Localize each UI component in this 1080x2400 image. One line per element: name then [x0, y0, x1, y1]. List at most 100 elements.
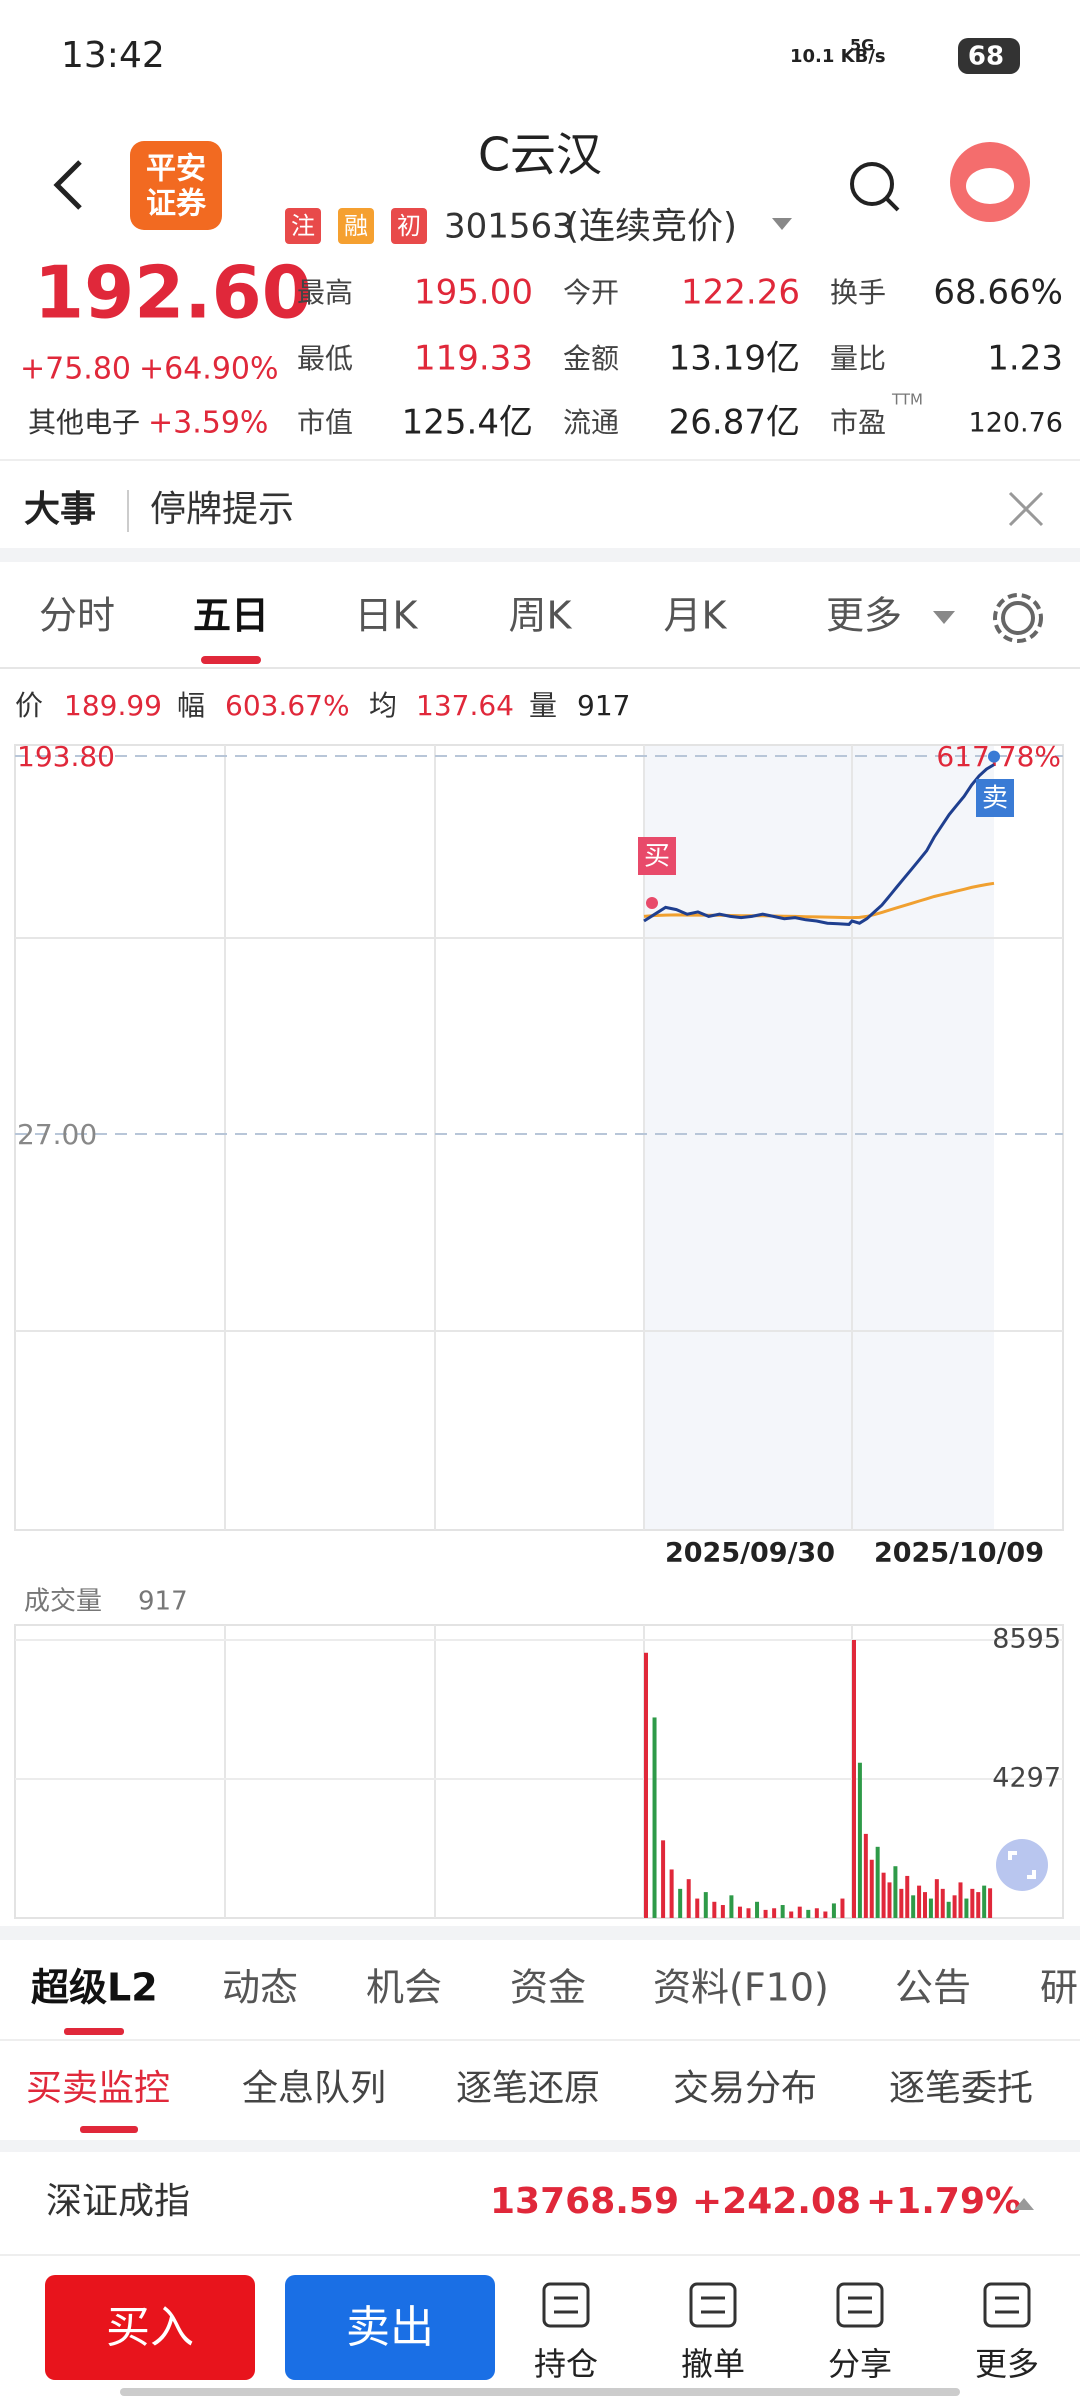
volume-tick-label: 4297 [992, 1763, 1061, 1794]
buy-badge [638, 837, 676, 875]
volume-bar [982, 1885, 987, 1918]
volume-bar [644, 1652, 648, 1918]
volume-bar [934, 1879, 939, 1918]
chart-tab[interactable]: 五日 [193, 594, 269, 638]
volume-bar [772, 1908, 777, 1918]
tool-icon[interactable] [983, 2282, 1031, 2328]
volume-label: 成交量 [24, 1587, 102, 1617]
section-underline [64, 2028, 124, 2035]
buy-button[interactable] [45, 2275, 255, 2380]
volume-bar [797, 1906, 802, 1918]
index-value: 13768.59 [490, 2181, 679, 2222]
tool-icon-lines [848, 2296, 872, 2314]
volume-bar [763, 1909, 768, 1918]
fullscreen-button[interactable] [996, 1839, 1048, 1891]
volume-bar [831, 1903, 836, 1918]
stat-value: 125.4亿 [402, 403, 533, 443]
stat-label: 金额 [563, 342, 619, 375]
gap-band [0, 1926, 1080, 1940]
chart-tab[interactable]: 更多 [826, 594, 902, 638]
logo-top: 平安 [146, 152, 206, 187]
tool-icon[interactable] [689, 2282, 737, 2328]
status-signal: 5G [850, 36, 874, 55]
gap-band [0, 2140, 1080, 2152]
info-value: 603.67% [225, 689, 350, 722]
battery-level: 68 [968, 42, 1004, 72]
sell-badge [976, 779, 1014, 817]
section-tab[interactable]: 机会 [366, 1966, 442, 2010]
section-tab[interactable]: 研 [1040, 1966, 1078, 2010]
sell-label: 卖出 [346, 2302, 434, 2353]
sector-pct: +3.59% [148, 406, 268, 441]
chart-tab[interactable]: 周K [509, 594, 573, 638]
volume-bar [669, 1869, 674, 1918]
battery [958, 38, 1020, 74]
sub-tab[interactable]: 逐笔还原 [456, 2068, 600, 2109]
date-label: 2025/09/30 [665, 1538, 835, 1569]
stat-value: 120.76 [969, 408, 1063, 439]
last-price: 192.60 [34, 251, 312, 335]
stat-value: 195.00 [414, 273, 533, 313]
stat-value: 68.66% [933, 273, 1063, 313]
volume-bar [814, 1908, 819, 1918]
settings-gear [993, 593, 1043, 643]
tag-badge [391, 208, 427, 244]
back-button[interactable] [53, 160, 82, 210]
info-label: 幅 [177, 689, 205, 722]
chart-tab[interactable]: 分时 [39, 594, 115, 638]
close-notice[interactable] [1008, 491, 1044, 527]
stat-value: 122.26 [681, 273, 800, 313]
volume-bar [923, 1892, 927, 1918]
stat-value: 13.19亿 [669, 339, 800, 379]
notice-label: 大事 [24, 489, 96, 530]
expand-arrow[interactable] [1014, 2198, 1034, 2210]
settings-button[interactable] [1001, 601, 1035, 635]
volume-bar [789, 1911, 794, 1918]
tag-text: 初 [397, 212, 421, 240]
nav-handle [120, 2388, 960, 2396]
volume-bar [905, 1875, 910, 1918]
volume-bar [875, 1846, 880, 1918]
tag-badge [338, 208, 374, 244]
fullscreen-icon [1008, 1851, 1036, 1879]
volume-bar [703, 1892, 708, 1918]
tool-label: 更多 [975, 2345, 1039, 2383]
volume-bar [881, 1872, 886, 1918]
volume-bar [746, 1908, 751, 1918]
chart-tab[interactable]: 月K [664, 594, 728, 638]
tool-icon[interactable] [836, 2282, 884, 2328]
volume-bar [964, 1898, 969, 1918]
sell-button[interactable] [285, 2275, 495, 2380]
tag-text: 注 [291, 212, 315, 240]
search-handle [884, 196, 900, 212]
sub-tab[interactable]: 逐笔委托 [889, 2068, 1033, 2109]
stat-label: 市盈 [830, 406, 886, 439]
volume-bar [686, 1879, 691, 1918]
section-tab[interactable]: 资料(F10) [653, 1966, 829, 2010]
tag-badge [285, 208, 321, 244]
ttm-mark: TTM [891, 391, 923, 409]
sub-tab[interactable]: 买卖监控 [26, 2068, 170, 2109]
sub-tab[interactable]: 全息队列 [242, 2068, 386, 2109]
chart-tab[interactable]: 日K [355, 594, 419, 638]
dropdown-arrow[interactable] [772, 218, 792, 230]
chart-shade [644, 745, 994, 1530]
notice-text[interactable]: 停牌提示 [150, 489, 294, 530]
section-tab[interactable]: 公告 [895, 1966, 971, 2010]
search-button[interactable] [850, 162, 894, 206]
volume-bar [712, 1901, 717, 1918]
sub-tab[interactable]: 交易分布 [673, 2068, 817, 2109]
date-label: 2025/10/09 [874, 1538, 1044, 1569]
stat-label: 最低 [297, 342, 353, 375]
volume-bar [988, 1888, 993, 1918]
stat-label: 最高 [297, 276, 353, 309]
section-tab[interactable]: 超级L2 [31, 1966, 158, 2010]
stat-value: 26.87亿 [669, 403, 800, 443]
info-value: 137.64 [416, 689, 514, 722]
tool-icon[interactable] [542, 2282, 590, 2328]
section-tab[interactable]: 资金 [510, 1966, 586, 2010]
sell-badge-text: 卖 [982, 784, 1008, 814]
chart-grid [15, 745, 1063, 1530]
volume-bar [729, 1895, 734, 1918]
section-tab[interactable]: 动态 [222, 1966, 298, 2010]
